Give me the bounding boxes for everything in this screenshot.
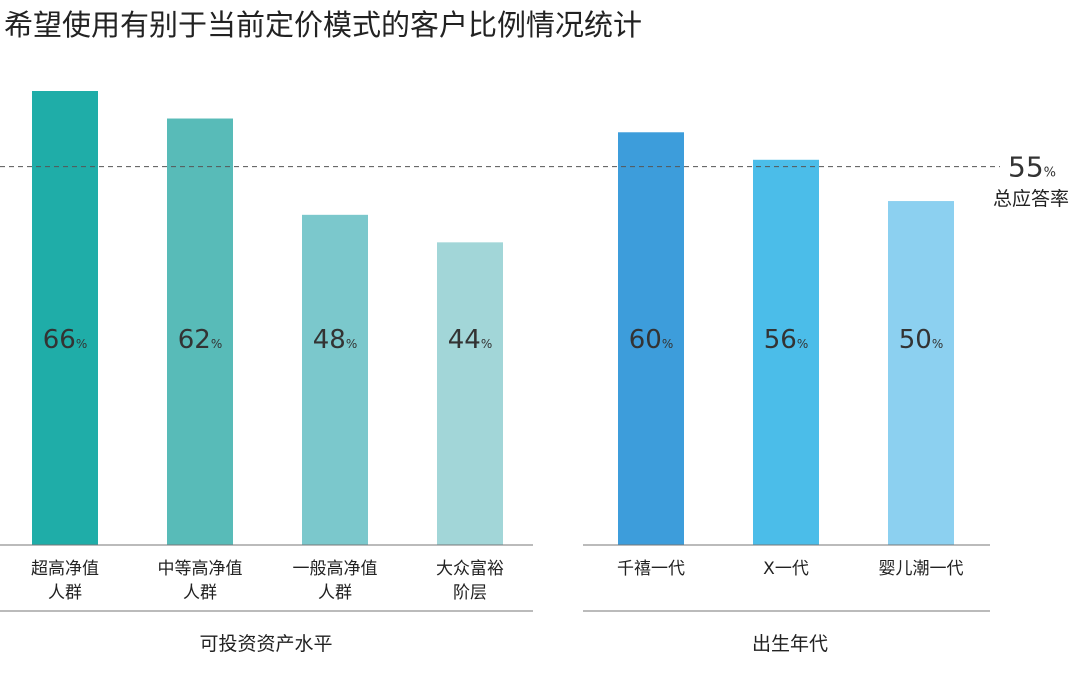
category-tick-label: 人群 [318, 583, 352, 603]
reference-label: 总应答率 [993, 188, 1069, 210]
category-tick-label: 大众富裕 [436, 559, 504, 579]
data-label: 66% [43, 325, 88, 355]
data-label: 48% [313, 325, 358, 355]
category-tick-label: X一代 [763, 559, 809, 579]
data-label: 50% [899, 325, 944, 355]
group-label: 出生年代 [752, 633, 828, 655]
data-label: 62% [178, 325, 223, 355]
category-tick-label: 人群 [183, 583, 217, 603]
category-tick-label: 超高净值 [31, 559, 99, 579]
category-tick-label: 中等高净值 [158, 559, 243, 579]
category-tick-label: 婴儿潮一代 [879, 559, 964, 579]
data-label: 60% [629, 325, 674, 355]
bar [302, 214, 368, 545]
bar [753, 159, 819, 545]
category-tick-label: 阶层 [453, 583, 487, 603]
data-label: 56% [764, 325, 809, 355]
bar [888, 201, 954, 545]
bar [32, 91, 98, 545]
category-tick-label: 千禧一代 [617, 559, 685, 579]
group-label: 可投资资产水平 [199, 633, 332, 655]
bar [437, 242, 503, 546]
bar [618, 132, 684, 546]
category-tick-label: 人群 [48, 583, 82, 603]
chart-title: 希望使用有别于当前定价模式的客户比例情况统计 [4, 8, 643, 42]
reference-value-label: 55% [1008, 151, 1056, 184]
category-tick-label: 一般高净值 [293, 559, 378, 579]
bar [167, 118, 233, 546]
data-label: 44% [448, 325, 493, 355]
